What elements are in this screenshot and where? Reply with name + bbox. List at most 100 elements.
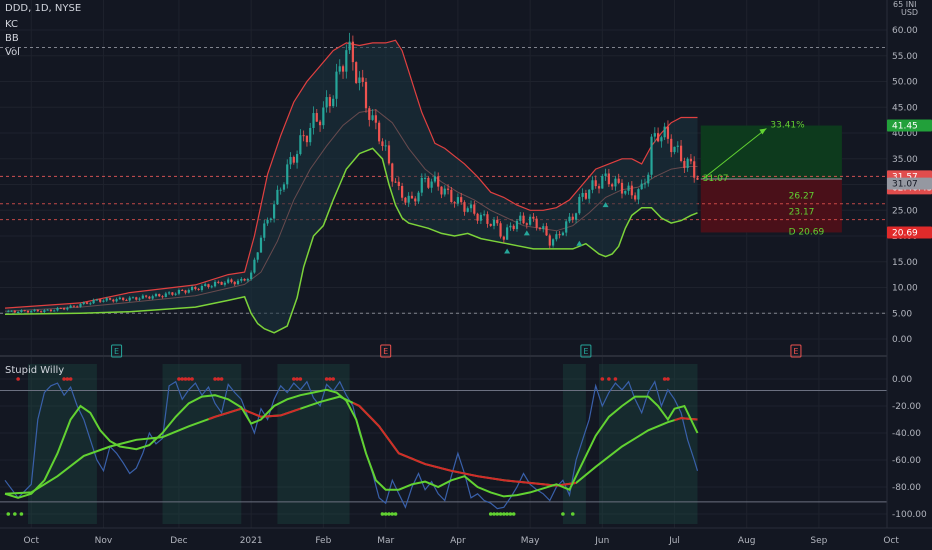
band-upper <box>4 39 698 309</box>
earnings-marker-icon[interactable]: E <box>380 344 392 358</box>
candle-body <box>259 237 263 253</box>
mid-label-1: 26.27 <box>789 192 815 202</box>
price-tick-label: 35.00 <box>892 155 918 165</box>
candle-body <box>489 223 492 226</box>
candle-body <box>506 227 509 240</box>
candle-body <box>689 158 693 162</box>
oscillator <box>0 364 887 524</box>
earnings-marker-letter: E <box>383 347 388 356</box>
price-tick-label: 45.00 <box>892 103 918 113</box>
osc-tick-label: -20.00 <box>892 402 921 412</box>
buy-signal-icon <box>523 230 530 236</box>
candle-body <box>210 286 213 288</box>
candle-body <box>236 280 240 285</box>
sell-dot <box>295 377 299 381</box>
signal-zone <box>562 364 586 524</box>
candle-body <box>693 161 696 178</box>
buy-dot <box>383 512 388 516</box>
candle-body <box>423 177 427 179</box>
earnings-marker-box <box>790 344 802 358</box>
earnings-marker-box <box>580 344 592 358</box>
currency-label: USD <box>901 8 919 17</box>
candle-body <box>519 215 522 221</box>
legend-vol[interactable]: Vol <box>5 47 20 58</box>
candle-body <box>184 290 187 293</box>
sell-dot <box>186 377 191 381</box>
candle-body <box>499 223 502 237</box>
candle-body <box>315 113 318 122</box>
current-price-text: 31.57 <box>892 172 918 182</box>
candle-body <box>148 296 151 299</box>
candle-body <box>647 174 650 184</box>
candle-body <box>95 299 98 301</box>
candle-body <box>617 178 620 183</box>
trade-projection[interactable]: 33.41% 31.07 26.27 23.17 D 20.69 <box>700 121 842 238</box>
candle-body <box>105 298 108 301</box>
projection-arrow <box>702 128 767 180</box>
sell-dot <box>662 377 667 381</box>
main-grid <box>0 0 932 528</box>
candle-body <box>115 299 118 302</box>
candle-body <box>381 141 384 147</box>
price-tick-label: 10.00 <box>892 284 918 294</box>
candle-body <box>20 310 23 313</box>
candle-body <box>338 66 341 72</box>
candle-body <box>670 138 673 153</box>
candle-body <box>325 97 328 108</box>
buy-dot <box>570 512 575 516</box>
candle-body <box>696 177 699 180</box>
candle-body <box>673 146 676 153</box>
candle-body <box>512 225 515 230</box>
candle-body <box>128 297 131 301</box>
candle-body <box>588 189 591 199</box>
candle-body <box>76 306 79 308</box>
buy-dot <box>511 512 516 516</box>
earnings-marker-icon[interactable]: E <box>790 344 802 358</box>
candle-body <box>341 66 345 72</box>
candle-body <box>102 300 105 302</box>
candle-body <box>358 77 361 83</box>
time-tick-label: Nov <box>95 536 113 546</box>
candle-body <box>532 216 535 219</box>
candle-body <box>371 115 374 120</box>
candle-body <box>568 216 571 222</box>
candle-body <box>594 180 597 187</box>
time-tick-label: 2021 <box>240 536 263 546</box>
sell-dot <box>324 377 329 381</box>
legend-bb[interactable]: BB <box>5 33 19 44</box>
candle-body <box>85 302 89 304</box>
time-tick-label: Aug <box>738 536 756 546</box>
candle-body <box>286 164 289 185</box>
target-pct-label: 33.41% <box>770 121 805 131</box>
candle-body <box>10 310 13 312</box>
earnings-marker-icon[interactable]: E <box>580 344 592 358</box>
candle-body <box>378 122 381 142</box>
candle-body <box>427 177 430 188</box>
symbol-legend[interactable]: DDD, 1D, NYSE <box>5 3 82 14</box>
oscillator-legend[interactable]: Stupid Willy <box>5 365 65 376</box>
earnings-marker-icon[interactable]: E <box>111 344 123 358</box>
price-tick-label: 50.00 <box>892 78 918 88</box>
buy-dot <box>488 512 493 516</box>
entry-price-tag <box>887 177 932 190</box>
candle-body <box>456 197 460 204</box>
candle-body <box>200 285 204 290</box>
candle-body <box>89 303 92 305</box>
signal-zone <box>277 364 350 524</box>
buy-dot <box>505 512 509 516</box>
candle-body <box>679 145 683 162</box>
osc-tick-label: -40.00 <box>892 429 921 439</box>
buy-signal-icon <box>576 240 583 246</box>
signal-zone <box>162 364 242 524</box>
candle-body <box>492 219 496 226</box>
price-tick-label: 40.00 <box>892 129 918 139</box>
candle-body <box>443 188 446 195</box>
candle-body <box>309 127 312 143</box>
candle-body <box>640 183 643 190</box>
candle-body <box>653 133 656 137</box>
legend-kc[interactable]: KC <box>5 19 18 30</box>
candle-body <box>551 239 555 246</box>
buy-dot <box>393 512 398 516</box>
candle-body <box>138 298 141 300</box>
